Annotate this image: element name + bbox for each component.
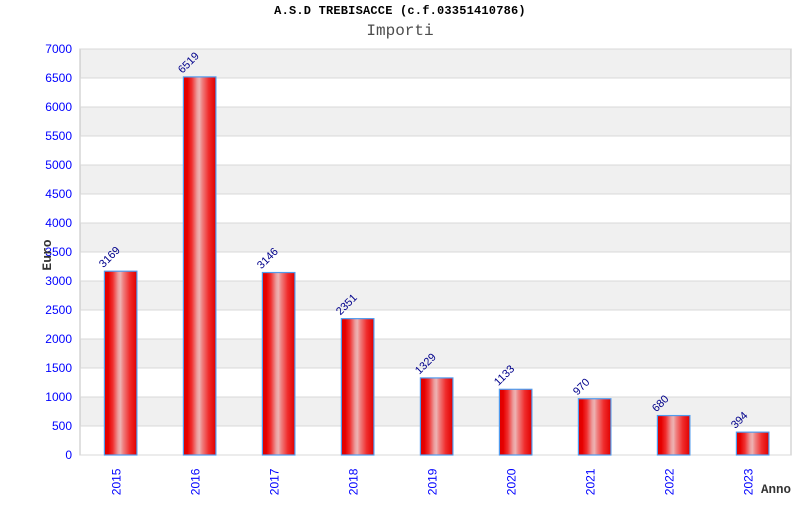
svg-text:2020: 2020: [505, 468, 519, 495]
svg-text:1000: 1000: [45, 390, 72, 404]
svg-text:Anno: Anno: [761, 483, 791, 497]
svg-text:4500: 4500: [45, 187, 72, 201]
svg-text:2021: 2021: [584, 468, 598, 495]
svg-text:2500: 2500: [45, 303, 72, 317]
svg-text:2000: 2000: [45, 332, 72, 346]
svg-text:6500: 6500: [45, 71, 72, 85]
svg-text:3000: 3000: [45, 274, 72, 288]
svg-text:Euro: Euro: [40, 239, 55, 270]
svg-text:500: 500: [52, 419, 72, 433]
svg-text:4000: 4000: [45, 216, 72, 230]
svg-text:2018: 2018: [347, 468, 361, 495]
svg-text:2017: 2017: [268, 468, 282, 495]
svg-text:2015: 2015: [110, 468, 124, 495]
svg-text:5500: 5500: [45, 129, 72, 143]
svg-text:2016: 2016: [189, 468, 203, 495]
svg-text:2023: 2023: [742, 468, 756, 495]
svg-text:2019: 2019: [426, 468, 440, 495]
svg-text:7000: 7000: [45, 42, 72, 56]
svg-text:1500: 1500: [45, 361, 72, 375]
svg-text:2022: 2022: [663, 468, 677, 495]
svg-text:5000: 5000: [45, 158, 72, 172]
svg-text:6000: 6000: [45, 100, 72, 114]
svg-text:0: 0: [65, 448, 72, 462]
